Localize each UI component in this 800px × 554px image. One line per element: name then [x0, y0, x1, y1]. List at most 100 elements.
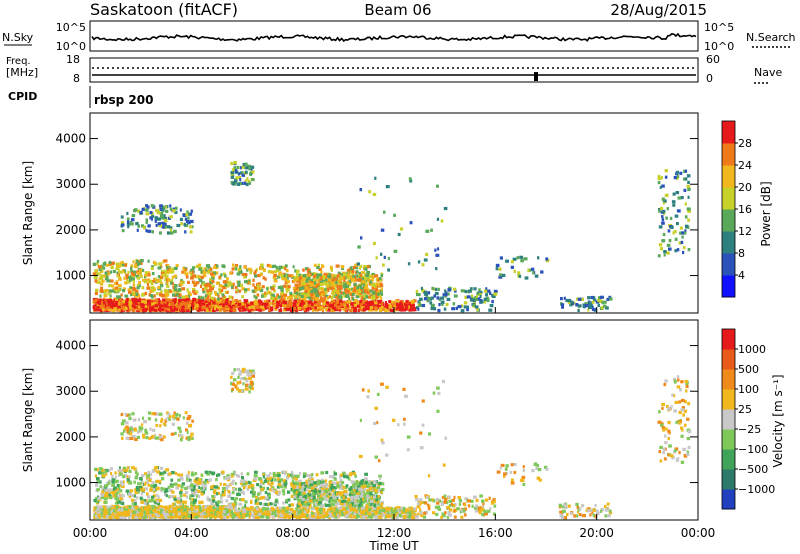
- echo-cell: [246, 513, 251, 517]
- echo-cell: [103, 515, 108, 519]
- echo-cell: [163, 218, 168, 223]
- echo-cell: [498, 267, 502, 271]
- echo-cell: [352, 274, 355, 279]
- echo-cell: [684, 229, 687, 233]
- echo-cell: [518, 274, 522, 278]
- echo-cell: [667, 229, 671, 233]
- echo-cell: [380, 512, 383, 516]
- echo-cell: [155, 279, 160, 283]
- echo-cell: [664, 175, 668, 179]
- echo-cell: [297, 301, 300, 305]
- echo-cell: [180, 222, 183, 226]
- echo-cell: [355, 295, 360, 299]
- echo-cell: [212, 509, 216, 513]
- echo-cell: [261, 514, 265, 519]
- echo-cell: [107, 512, 111, 516]
- echo-cell: [337, 279, 340, 283]
- echo-cell: [287, 295, 291, 300]
- echo-cell: [103, 274, 106, 278]
- echo-cell: [308, 296, 312, 300]
- echo-cell: [160, 284, 164, 288]
- echo-cell: [443, 206, 448, 211]
- echo-cell: [182, 213, 187, 217]
- echo-cell: [237, 302, 242, 306]
- echo-cell: [192, 266, 196, 270]
- echo-cell: [126, 211, 129, 216]
- echo-cell: [464, 295, 468, 299]
- echo-cell: [100, 268, 104, 272]
- cpid-value: rbsp 200: [94, 93, 153, 107]
- echo-cell: [194, 298, 199, 302]
- echo-cell: [164, 505, 168, 509]
- echo-cell: [310, 512, 314, 516]
- echo-cell: [185, 275, 189, 279]
- echo-cell: [124, 298, 127, 302]
- echo-cell: [178, 298, 182, 303]
- colorbar-tick-label: 20: [738, 181, 752, 194]
- echo-cell: [379, 301, 384, 305]
- echo-cell: [370, 283, 375, 287]
- echo-cell: [292, 509, 296, 514]
- echo-cell: [150, 204, 155, 208]
- echo-cell: [406, 307, 410, 311]
- echo-cell: [244, 308, 247, 312]
- echo-cell: [125, 273, 129, 277]
- echo-cell: [102, 304, 105, 308]
- echo-cell: [331, 292, 334, 296]
- echo-cell: [184, 272, 189, 276]
- echo-cell: [199, 508, 202, 512]
- echo-cell: [93, 275, 97, 279]
- echo-cell: [189, 230, 193, 234]
- echo-cell: [305, 278, 309, 282]
- echo-cell: [216, 292, 219, 296]
- echo-cell: [276, 301, 280, 305]
- echo-cell: [156, 301, 159, 305]
- echo-cell: [285, 289, 289, 293]
- echo-cell: [376, 299, 379, 304]
- echo-cell: [131, 277, 135, 281]
- echo-cell: [231, 515, 235, 520]
- echo-cell: [241, 171, 244, 175]
- echo-cell: [150, 302, 155, 306]
- echo-cell: [485, 296, 490, 300]
- echo-cell: [230, 507, 233, 511]
- echo-cell: [194, 283, 198, 287]
- echo-cell: [268, 264, 272, 268]
- echo-cell: [352, 265, 356, 270]
- echo-cell: [166, 284, 170, 288]
- echo-cell: [261, 285, 265, 289]
- echo-cell: [682, 250, 685, 255]
- echo-cell: [307, 506, 311, 510]
- echo-cell: [102, 505, 106, 509]
- echo-cell: [181, 295, 186, 299]
- echo-cell: [368, 282, 372, 286]
- echo-cell: [421, 303, 426, 308]
- echo-cell: [205, 268, 208, 272]
- echo-cell: [306, 268, 311, 272]
- echo-cell: [373, 301, 378, 305]
- echo-cell: [121, 515, 126, 519]
- echo-cell: [330, 273, 335, 277]
- echo-cell: [335, 304, 340, 308]
- echo-cell: [364, 507, 369, 511]
- echo-cell: [101, 507, 104, 511]
- echo-cell: [280, 273, 285, 278]
- echo-cell: [160, 275, 164, 279]
- echo-cell: [427, 291, 431, 295]
- echo-cell: [179, 302, 184, 306]
- echo-cell: [319, 282, 323, 286]
- echo-cell: [266, 263, 271, 268]
- echo-cell: [289, 296, 294, 300]
- echo-cell: [137, 301, 141, 305]
- echo-cell: [208, 506, 213, 510]
- echo-cell: [296, 288, 300, 292]
- echo-cell: [155, 223, 158, 227]
- echo-cell: [305, 509, 310, 513]
- echo-cell: [240, 283, 243, 287]
- echo-cell: [577, 308, 580, 312]
- echo-cell: [322, 293, 327, 297]
- echo-cell: [338, 280, 342, 284]
- echo-cell: [108, 289, 112, 293]
- echo-cell: [235, 290, 238, 294]
- echo-cell: [105, 506, 108, 510]
